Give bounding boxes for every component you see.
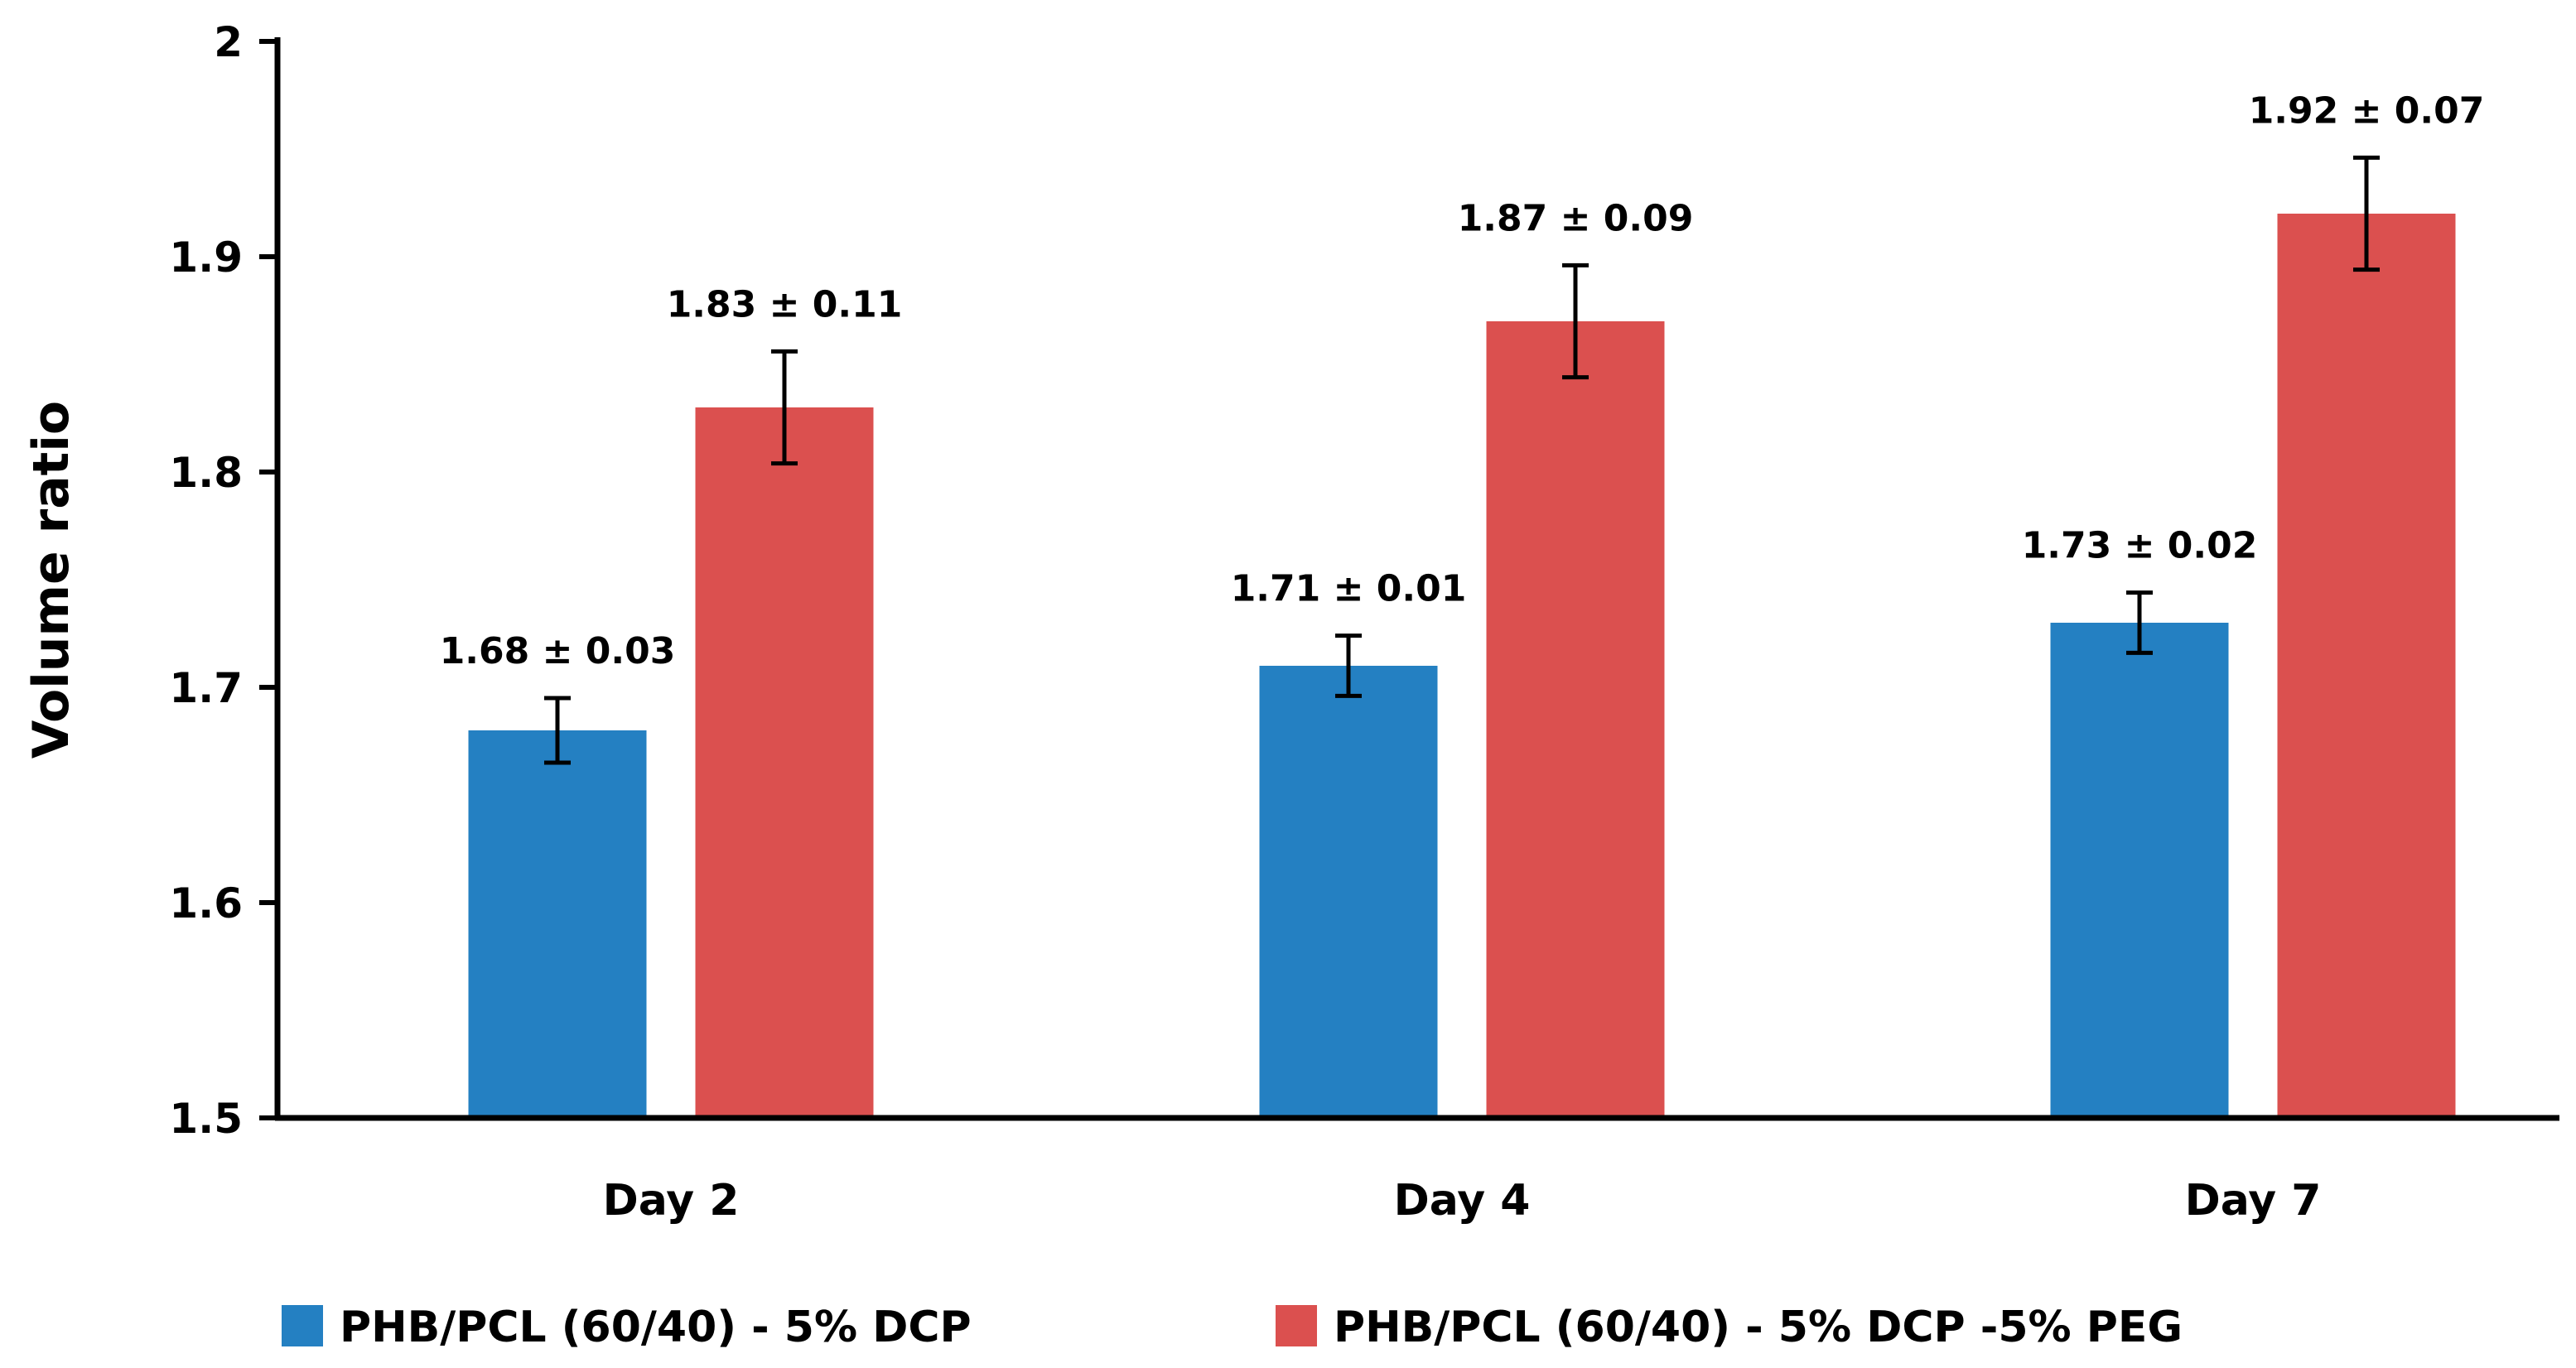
bar-series2-day-7 bbox=[2277, 214, 2456, 1118]
data-label: 1.92 ± 0.07 bbox=[2249, 89, 2485, 132]
bar-series1-day-4 bbox=[1259, 666, 1438, 1118]
legend-swatch bbox=[1276, 1305, 1317, 1346]
legend-label: PHB/PCL (60/40) - 5% DCP -5% PEG bbox=[1334, 1303, 2183, 1352]
x-tick-label: Day 2 bbox=[603, 1176, 740, 1226]
y-axis-title: Volume ratio bbox=[22, 401, 80, 759]
data-label: 1.71 ± 0.01 bbox=[1231, 568, 1467, 610]
error-bar bbox=[771, 349, 798, 466]
legend-item: PHB/PCL (60/40) - 5% DCP -5% PEG bbox=[1276, 1303, 2183, 1352]
y-tick-label: 2 bbox=[214, 18, 243, 66]
data-label: 1.87 ± 0.09 bbox=[1458, 197, 1694, 239]
error-bar bbox=[1562, 263, 1589, 380]
error-bar bbox=[544, 696, 571, 765]
bar-series1-day-2 bbox=[468, 730, 647, 1118]
legend-item: PHB/PCL (60/40) - 5% DCP bbox=[282, 1303, 972, 1352]
bar-series2-day-4 bbox=[1486, 321, 1665, 1118]
x-tick-label: Day 4 bbox=[1394, 1176, 1531, 1226]
legend-swatch bbox=[282, 1305, 323, 1346]
data-label: 1.68 ± 0.03 bbox=[440, 630, 676, 672]
y-tick-label: 1.7 bbox=[169, 664, 243, 712]
y-tick-label: 1.9 bbox=[169, 234, 243, 282]
error-bar bbox=[2353, 155, 2380, 272]
legend-label: PHB/PCL (60/40) - 5% DCP bbox=[340, 1303, 972, 1352]
x-tick-label: Day 7 bbox=[2185, 1176, 2322, 1226]
bar-series1-day-7 bbox=[2050, 623, 2229, 1118]
error-bar bbox=[2126, 590, 2153, 655]
data-label: 1.83 ± 0.11 bbox=[667, 283, 903, 325]
y-tick-label: 1.6 bbox=[169, 879, 243, 927]
data-label: 1.73 ± 0.02 bbox=[2022, 525, 2258, 567]
bar-series2-day-2 bbox=[695, 407, 874, 1118]
y-tick-label: 1.5 bbox=[169, 1095, 243, 1143]
error-bar bbox=[1335, 633, 1362, 698]
y-tick-label: 1.8 bbox=[169, 449, 243, 497]
